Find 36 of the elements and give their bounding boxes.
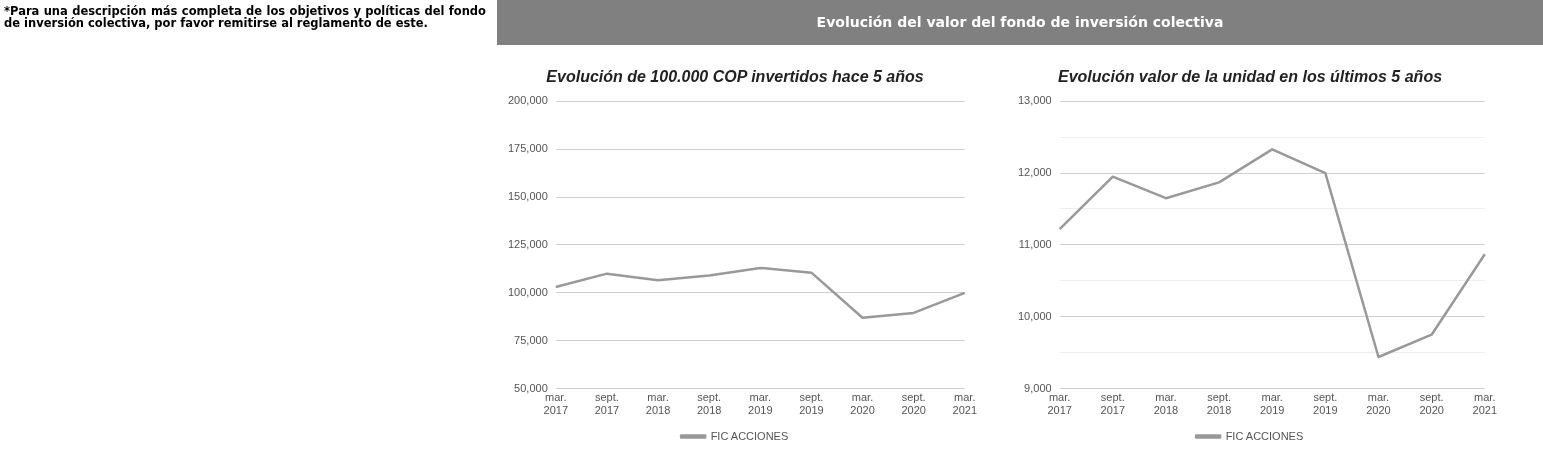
y-tick-label: 12,000 — [1017, 166, 1052, 179]
x-tick-label: sept. 2018 — [696, 391, 722, 417]
chart-title: Evolución valor de la unidad en los últimos 5 años — [1057, 68, 1443, 86]
y-tick-label: 50,000 — [514, 381, 548, 394]
x-tick-label: sept. 2018 — [1206, 391, 1232, 417]
x-tick-label: sept. 2017 — [594, 391, 620, 417]
x-tick-label: sept. 2019 — [799, 391, 824, 417]
x-tick-label: sept. 2020 — [1419, 391, 1444, 417]
x-tick-label: mar. 2021 — [1472, 391, 1498, 417]
text: Evolución del valor del fondo de inversión colectiva — [497, 0, 1543, 45]
x-tick-label: mar. 2018 — [645, 391, 671, 417]
x-tick-label: mar. 2020 — [1366, 391, 1391, 417]
y-tick-label: 9,000 — [1024, 381, 1052, 394]
y-tick-label: 150,000 — [508, 190, 548, 203]
y-tick-label: 13,000 — [1017, 94, 1052, 107]
x-tick-label: mar. 2019 — [748, 391, 773, 417]
y-tick-label: 75,000 — [514, 333, 548, 346]
y-tick-label: 125,000 — [508, 237, 548, 250]
x-tick-label: mar. 2017 — [1047, 391, 1072, 417]
x-tick-label: mar. 2017 — [543, 391, 568, 417]
x-tick-label: sept. 2019 — [1313, 391, 1338, 417]
y-tick-label: 10,000 — [1017, 309, 1052, 322]
y-tick-label: 100,000 — [508, 285, 548, 298]
legend-label: FIC ACCIONES — [1225, 429, 1304, 442]
x-tick-label: mar. 2018 — [1153, 391, 1179, 417]
x-tick-label: mar. 2021 — [952, 391, 978, 417]
y-tick-label: 175,000 — [508, 142, 548, 155]
legend-label: FIC ACCIONES — [710, 429, 789, 442]
text: *Para una descripción más completa de los objetivos y políticas del fondo de inversión colectiva, por favor remitirse al reglamento de este. — [4, 4, 486, 30]
x-tick-label: mar. 2019 — [1259, 391, 1285, 417]
x-tick-label: sept. 2017 — [1100, 391, 1126, 417]
x-tick-label: sept. 2020 — [901, 391, 926, 417]
y-tick-label: 11,000 — [1018, 237, 1052, 250]
chart-title: Evolución de 100.000 COP invertidos hace 5 años — [546, 68, 924, 86]
y-tick-label: 200,000 — [508, 94, 548, 107]
x-tick-label: mar. 2020 — [850, 391, 875, 417]
